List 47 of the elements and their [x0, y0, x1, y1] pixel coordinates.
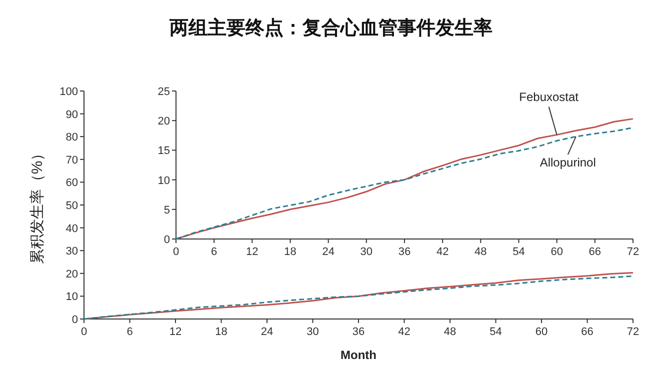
x-tick-label: 30	[360, 246, 373, 258]
chart-title: 两组主要终点：复合心血管事件发生率	[168, 17, 492, 39]
y-tick-label: 10	[66, 291, 78, 304]
x-tick-label: 24	[260, 326, 274, 338]
y-tick-label: 20	[66, 268, 78, 280]
x-tick-label: 54	[490, 326, 502, 338]
x-tick-label: 36	[398, 246, 411, 258]
x-tick-label: 60	[535, 326, 548, 338]
y-tick-label: 70	[66, 154, 78, 166]
x-tick-label: 72	[626, 246, 640, 258]
series-label: Allopurinol	[540, 156, 596, 170]
y-tick-label: 60	[66, 177, 78, 190]
x-tick-label: 0	[172, 246, 180, 258]
y-tick-label: 0	[164, 234, 170, 246]
x-tick-label: 72	[626, 326, 640, 338]
x-tick-label: 48	[474, 246, 487, 258]
x-tick-label: 12	[169, 326, 182, 338]
y-tick-label: 0	[72, 314, 78, 326]
x-tick-label: 12	[246, 246, 258, 258]
y-tick-label: 40	[66, 222, 78, 235]
x-tick-label: 66	[588, 246, 602, 258]
y-axis-title: 累积发生率（%）	[29, 146, 46, 264]
y-tick-label: 100	[60, 86, 78, 98]
x-tick-label: 54	[512, 246, 525, 258]
y-tick-label: 25	[158, 86, 170, 98]
x-tick-label: 6	[211, 246, 218, 258]
x-tick-label: 42	[436, 246, 449, 258]
y-tick-label: 50	[66, 200, 78, 212]
x-tick-label: 0	[80, 326, 88, 338]
x-tick-label: 24	[322, 246, 334, 258]
y-tick-label: 5	[164, 204, 170, 216]
y-tick-label: 20	[158, 116, 170, 128]
x-tick-label: 18	[215, 326, 228, 338]
x-tick-label: 66	[581, 326, 594, 338]
x-tick-label: 48	[444, 326, 456, 338]
x-tick-label: 30	[306, 326, 319, 338]
x-tick-label: 42	[398, 326, 410, 338]
x-tick-label: 36	[352, 326, 365, 338]
x-axis-title: Month	[340, 348, 376, 362]
y-tick-label: 15	[158, 145, 170, 158]
text: Febuxostat	[519, 90, 580, 104]
x-tick-label: 60	[550, 246, 563, 258]
x-tick-label: 18	[284, 246, 296, 258]
y-tick-label: 10	[158, 174, 170, 187]
y-tick-label: 90	[66, 108, 78, 121]
x-tick-label: 6	[126, 326, 133, 338]
y-tick-label: 80	[66, 132, 78, 144]
